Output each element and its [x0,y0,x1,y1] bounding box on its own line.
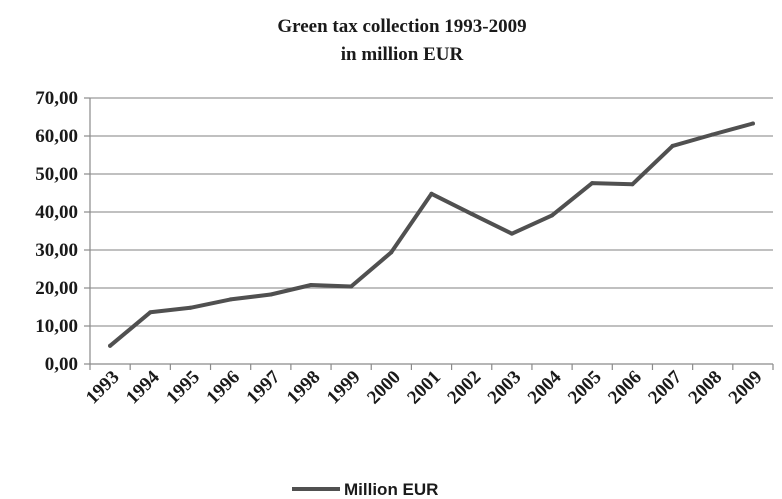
y-tick-label: 60,00 [35,126,78,147]
data-point [308,282,313,287]
y-tick-label: 10,00 [35,316,78,337]
data-point [268,292,273,297]
chart-subtitle: in million EUR [341,44,464,65]
data-point [349,284,354,289]
y-tick-label: 20,00 [35,278,78,299]
x-axis-ticks: 1993199419951996199719981999200020012002… [82,364,774,409]
y-tick-label: 0,00 [45,354,78,375]
x-tick-label: 2003 [484,367,526,409]
data-point [148,310,153,315]
data-point [389,250,394,255]
data-point [228,297,233,302]
x-tick-label: 2002 [443,367,485,409]
legend: Million EUR [292,480,438,499]
x-tick-label: 2004 [524,366,566,408]
data-point [550,213,555,218]
data-point [710,132,715,137]
legend-label: Million EUR [344,480,438,499]
chart-title: Green tax collection 1993-2009 [277,16,526,37]
gridlines [90,97,773,327]
x-tick-label: 2009 [725,367,767,409]
x-tick-label: 2005 [564,367,606,409]
x-tick-label: 1999 [323,367,365,409]
data-point [590,181,595,186]
y-tick-label: 50,00 [35,164,78,185]
series-group [108,121,755,348]
data-point [469,211,474,216]
data-point [429,191,434,196]
data-point [670,143,675,148]
x-tick-label: 1994 [122,366,164,408]
x-tick-label: 2000 [363,367,405,409]
x-tick-label: 1998 [283,367,325,409]
data-point [750,121,755,126]
y-tick-label: 40,00 [35,202,78,223]
y-tick-label: 30,00 [35,240,78,261]
x-tick-label: 2006 [604,367,646,409]
data-point [630,182,635,187]
x-tick-label: 1997 [243,366,285,408]
x-tick-label: 2001 [403,367,445,409]
data-point [188,305,193,310]
x-tick-label: 2007 [644,366,686,408]
y-axis-ticks: 0,00 10,00 20,00 30,00 40,00 50,00 60,00 70,00 [35,88,90,375]
x-tick-label: 2008 [685,367,727,409]
x-tick-label: 1993 [82,367,124,409]
series-line [108,121,755,348]
axes [89,98,773,365]
x-tick-label: 1995 [162,367,204,409]
data-point [509,231,514,236]
y-tick-label: 70,00 [35,88,78,109]
x-tick-label: 1996 [202,367,244,409]
data-point [108,343,113,348]
